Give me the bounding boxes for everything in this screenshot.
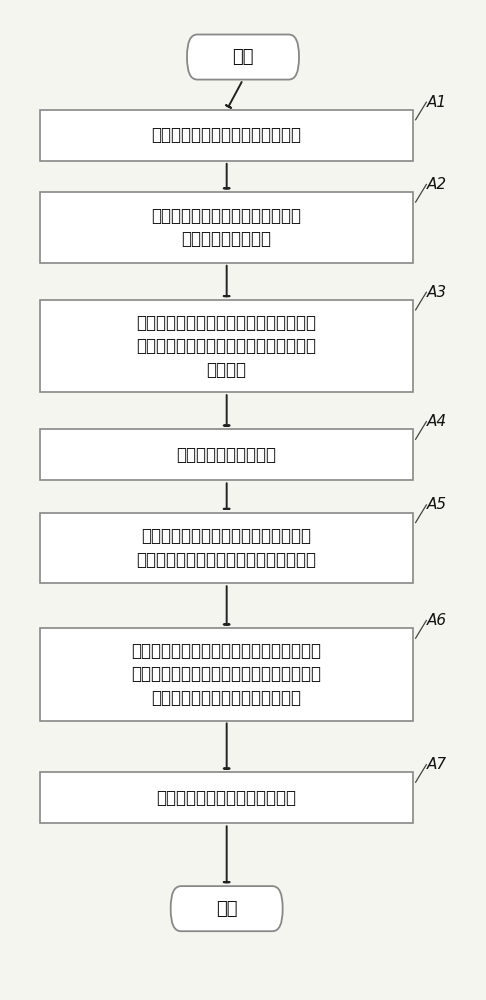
FancyBboxPatch shape <box>40 300 413 392</box>
Text: A4: A4 <box>427 414 448 429</box>
FancyBboxPatch shape <box>40 772 413 823</box>
Text: 根据天线旋转至各个粗扫区间时量测至的
第一评估讯号，自多个粗扫描区间中选定
其中之一: 根据天线旋转至各个粗扫区间时量测至的 第一评估讯号，自多个粗扫描区间中选定 其中… <box>137 314 317 379</box>
Text: 使天线旋转至选定的细扫描区间: 使天线旋转至选定的细扫描区间 <box>156 789 296 807</box>
Text: A2: A2 <box>427 177 448 192</box>
Text: 使天线旋转至多个与选定的粗扫描区间
对应的细扫描区间，并量测第二评估讯号: 使天线旋转至多个与选定的粗扫描区间 对应的细扫描区间，并量测第二评估讯号 <box>137 527 317 569</box>
Text: 根据天线旋转至各个与选定的粗扫描区间对
应的细扫描区间时量测到的第二评估讯号，
自多个细扫描区间中选定其中之一: 根据天线旋转至各个与选定的粗扫描区间对 应的细扫描区间时量测到的第二评估讯号， … <box>132 642 322 707</box>
Text: 使天线旋转至每一个粗扫描区间，
并量测第一评估讯号: 使天线旋转至每一个粗扫描区间， 并量测第一评估讯号 <box>152 207 302 248</box>
FancyBboxPatch shape <box>187 34 299 80</box>
Text: A3: A3 <box>427 285 448 300</box>
Text: A1: A1 <box>427 95 448 110</box>
Text: 定义出多个细扫描区间: 定义出多个细扫描区间 <box>177 446 277 464</box>
FancyBboxPatch shape <box>40 110 413 161</box>
Text: 开始: 开始 <box>232 48 254 66</box>
Text: 结束: 结束 <box>216 900 238 918</box>
FancyBboxPatch shape <box>171 886 283 931</box>
Text: A5: A5 <box>427 497 448 512</box>
Text: A6: A6 <box>427 613 448 628</box>
FancyBboxPatch shape <box>40 429 413 480</box>
Text: 将讯号区域定义出多个粗扫描区间: 将讯号区域定义出多个粗扫描区间 <box>152 126 302 144</box>
FancyBboxPatch shape <box>40 192 413 263</box>
Text: A7: A7 <box>427 757 448 772</box>
FancyBboxPatch shape <box>40 513 413 583</box>
FancyBboxPatch shape <box>40 628 413 720</box>
